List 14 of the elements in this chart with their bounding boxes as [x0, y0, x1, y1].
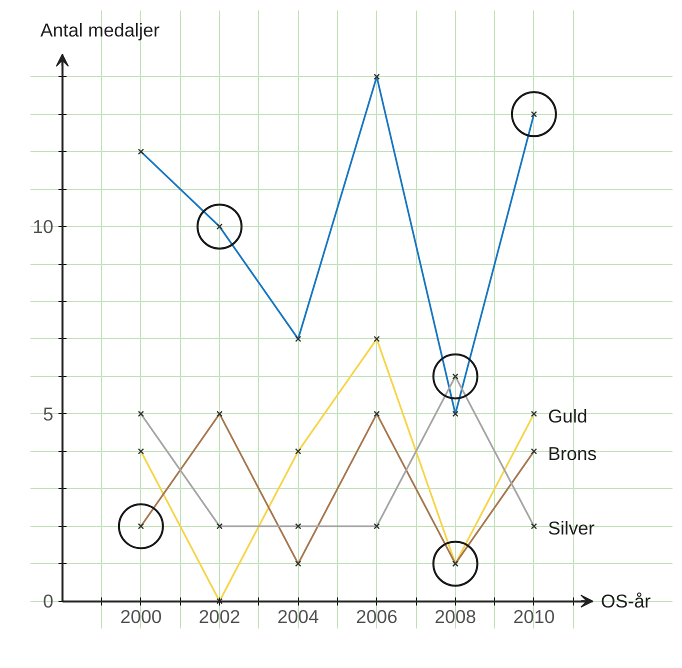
x-tick-label: 2000	[120, 606, 162, 628]
x-tick-label: 2004	[277, 606, 319, 628]
x-tick-label: 2010	[513, 606, 555, 628]
x-tick-label: 2006	[356, 606, 398, 628]
x-axis-title: OS-år	[600, 590, 651, 612]
x-tick-label: 2008	[434, 606, 476, 628]
y-tick-label: 0	[42, 590, 54, 612]
series-label: Brons	[548, 442, 597, 464]
series-label: Guld	[548, 405, 588, 426]
series-label: Silver	[548, 518, 595, 539]
y-tick-label: 10	[32, 216, 54, 238]
x-tick-label: 2002	[198, 606, 240, 628]
y-axis-title: Antal medaljer	[40, 19, 160, 40]
y-tick-label: 5	[42, 403, 54, 424]
